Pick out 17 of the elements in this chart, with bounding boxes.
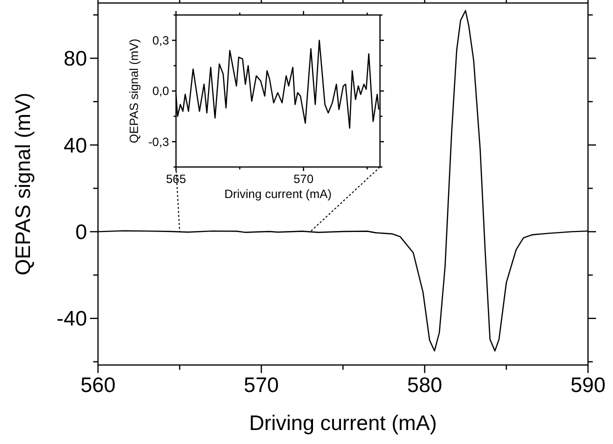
y-tick-label: 80 xyxy=(64,48,87,71)
x-tick-label: 570 xyxy=(293,172,314,186)
x-tick-label: 565 xyxy=(166,172,186,186)
y-tick-label: 40 xyxy=(64,134,87,158)
x-tick-label: 590 xyxy=(570,374,606,397)
y-tick-label: 0,0 xyxy=(152,84,170,98)
x-tick-label: 560 xyxy=(80,374,116,397)
y-tick-label: 0 xyxy=(75,221,87,244)
y-tick-label: 0,3 xyxy=(152,34,170,48)
y-axis-title: QEPAS signal (mV) xyxy=(127,38,141,144)
x-axis-title: Driving current (mA) xyxy=(224,187,332,201)
x-axis-title: Driving current (mA) xyxy=(249,412,437,435)
x-tick-label: 580 xyxy=(407,374,442,397)
x-tick-label: 570 xyxy=(244,374,279,397)
y-tick-label: -40 xyxy=(56,308,87,331)
y-tick-label: -0,3 xyxy=(148,134,170,149)
y-axis-title: QEPAS signal (mV) xyxy=(12,92,35,276)
